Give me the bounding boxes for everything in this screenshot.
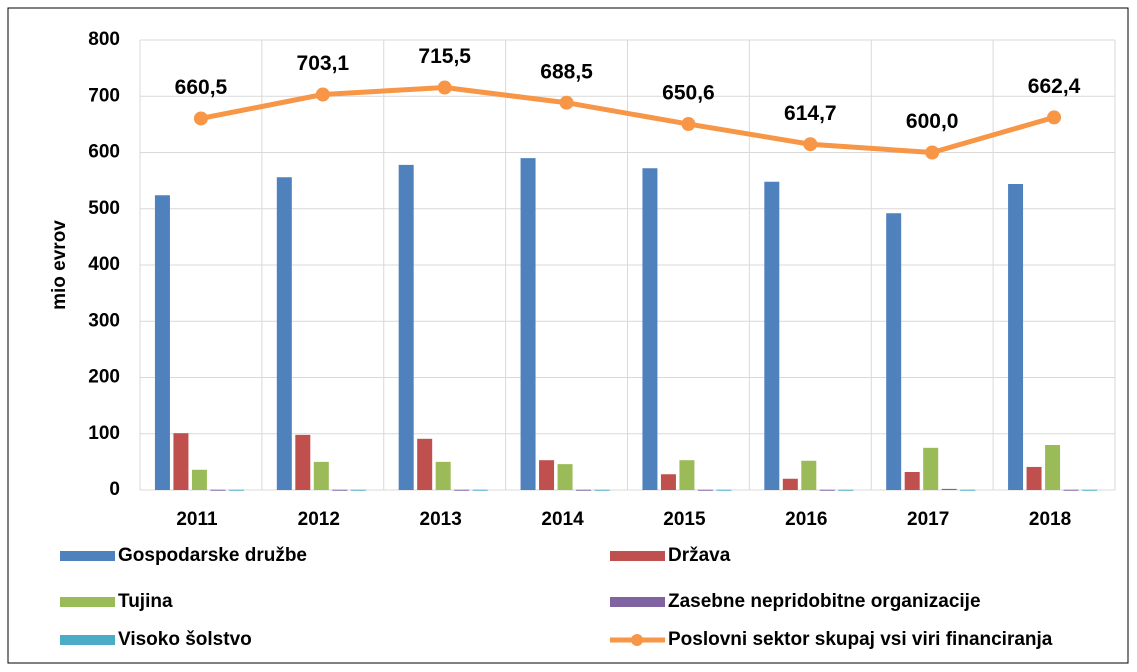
bar xyxy=(679,460,695,490)
legend-swatch xyxy=(610,597,665,607)
line-point xyxy=(193,111,208,126)
bar xyxy=(557,464,573,490)
bar xyxy=(697,489,713,491)
bar xyxy=(332,489,348,491)
data-label: 688,5 xyxy=(540,60,593,83)
line-point xyxy=(559,95,574,110)
line-point xyxy=(681,117,696,132)
bar xyxy=(191,469,207,490)
bar xyxy=(660,474,676,490)
legend-label: Gospodarske družbe xyxy=(118,545,307,566)
x-tick-label: 2013 xyxy=(420,509,462,530)
x-tick-label: 2015 xyxy=(663,509,706,530)
bar xyxy=(228,489,244,491)
line-point xyxy=(315,87,330,102)
y-tick-label: 800 xyxy=(88,29,120,50)
legend-label: Poslovni sektor skupaj vsi viri financir… xyxy=(668,629,1053,650)
x-tick-label: 2014 xyxy=(541,509,584,530)
x-tick-label: 2016 xyxy=(785,509,827,530)
legend-swatch xyxy=(60,597,115,607)
bar xyxy=(276,177,292,490)
legend-label: Visoko šolstvo xyxy=(118,629,252,650)
legend-swatch xyxy=(60,635,115,645)
data-label: 703,1 xyxy=(297,52,350,75)
y-axis-label: mio evrov xyxy=(49,220,70,310)
legend-label: Tujina xyxy=(118,591,173,612)
bar xyxy=(960,489,976,491)
legend-marker xyxy=(631,634,643,646)
bar xyxy=(350,489,366,491)
bar xyxy=(838,489,854,491)
bar xyxy=(801,460,817,490)
x-tick-label: 2011 xyxy=(176,509,218,530)
bar xyxy=(594,489,610,491)
bar xyxy=(1063,489,1079,491)
y-tick-label: 100 xyxy=(88,423,120,444)
legend-label: Zasebne nepridobitne organizacije xyxy=(668,591,981,612)
bar xyxy=(642,168,658,490)
bar xyxy=(435,461,451,490)
y-tick-label: 200 xyxy=(88,367,120,388)
x-tick-label: 2017 xyxy=(907,509,949,530)
data-label: 662,4 xyxy=(1028,75,1081,98)
data-label: 650,6 xyxy=(662,82,715,105)
bar xyxy=(1082,489,1098,491)
bar xyxy=(1008,184,1024,490)
bar xyxy=(417,438,433,490)
bar xyxy=(923,447,939,490)
bar xyxy=(886,213,902,490)
data-label: 660,5 xyxy=(175,76,228,99)
bar xyxy=(154,195,170,490)
bar xyxy=(398,164,414,490)
legend-label: Država xyxy=(668,545,731,566)
data-label: 600,0 xyxy=(906,110,959,133)
bar xyxy=(472,489,488,491)
chart-frame xyxy=(7,7,1129,664)
bar xyxy=(716,489,732,491)
bar xyxy=(210,489,226,491)
legend-swatch xyxy=(60,551,115,561)
bar xyxy=(904,472,920,490)
data-label: 715,5 xyxy=(418,45,471,68)
bar xyxy=(764,181,780,490)
bar xyxy=(173,433,189,490)
y-tick-label: 400 xyxy=(88,254,120,275)
y-tick-label: 600 xyxy=(88,142,120,163)
x-tick-label: 2012 xyxy=(298,509,340,530)
line-point xyxy=(1047,110,1062,125)
line-series xyxy=(200,85,1055,155)
bar xyxy=(941,488,957,490)
bar xyxy=(539,460,555,490)
y-tick-label: 300 xyxy=(88,310,120,331)
bar xyxy=(454,489,470,491)
y-tick-label: 0 xyxy=(109,479,120,500)
bar xyxy=(1026,466,1042,490)
data-label: 614,7 xyxy=(784,102,837,125)
bar xyxy=(295,434,311,490)
line-point xyxy=(803,137,818,152)
line-point xyxy=(925,145,940,160)
bar xyxy=(576,489,592,491)
legend-swatch xyxy=(610,551,665,561)
bar xyxy=(819,489,835,491)
bar xyxy=(782,478,798,490)
bar xyxy=(520,158,536,490)
bar xyxy=(313,461,329,490)
y-tick-label: 500 xyxy=(88,198,120,219)
line-point xyxy=(437,80,452,95)
y-tick-label: 700 xyxy=(88,85,120,106)
x-tick-label: 2018 xyxy=(1029,509,1071,530)
bar xyxy=(1045,445,1061,490)
